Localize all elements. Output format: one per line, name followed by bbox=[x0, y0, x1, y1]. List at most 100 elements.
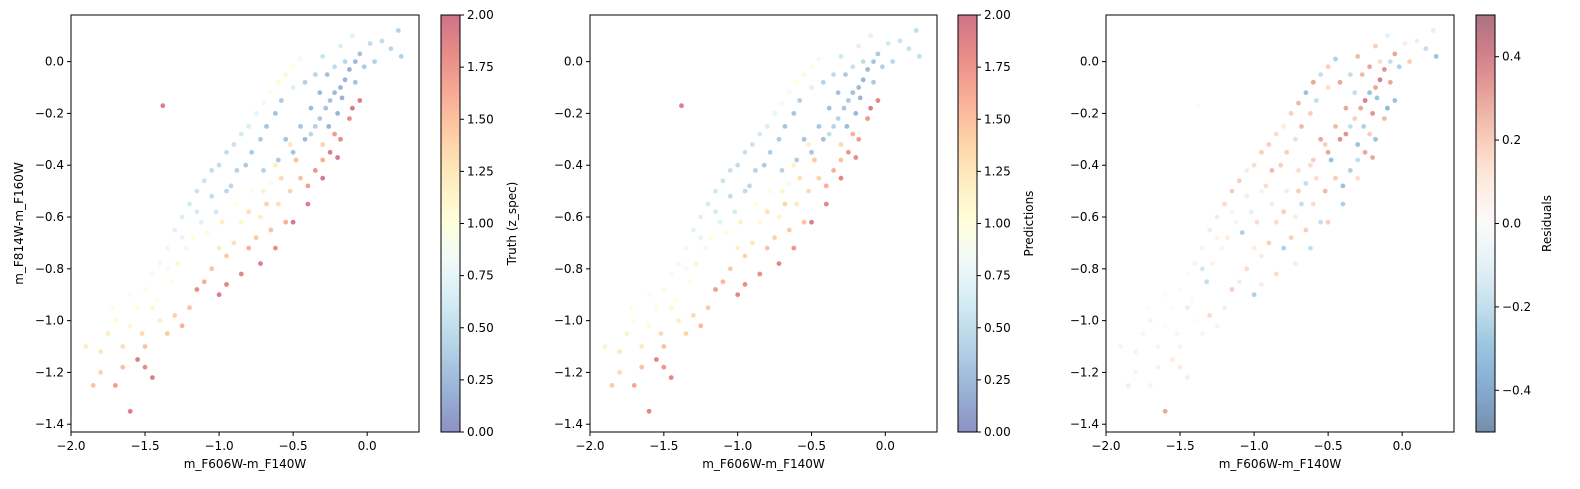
data-point bbox=[1207, 227, 1213, 233]
data-point bbox=[308, 131, 314, 137]
data-point bbox=[1396, 64, 1402, 70]
data-point bbox=[820, 79, 826, 85]
data-point bbox=[268, 90, 274, 96]
data-point bbox=[1318, 219, 1324, 225]
colorbar-tick-label: 1.00 bbox=[984, 217, 1011, 231]
data-point bbox=[1133, 370, 1138, 375]
data-point bbox=[317, 90, 323, 96]
data-point bbox=[1337, 79, 1343, 85]
data-point bbox=[312, 168, 318, 173]
data-point bbox=[757, 271, 763, 277]
y-tick-label: −0.6 bbox=[554, 210, 583, 224]
data-point bbox=[1303, 181, 1309, 186]
data-point bbox=[379, 38, 385, 44]
data-point bbox=[1177, 364, 1183, 370]
data-point bbox=[801, 72, 807, 77]
data-point bbox=[1296, 100, 1301, 106]
data-point bbox=[1347, 72, 1353, 77]
data-point bbox=[1325, 85, 1331, 90]
data-point bbox=[791, 162, 797, 168]
data-point bbox=[120, 344, 126, 349]
data-point bbox=[1214, 323, 1220, 329]
data-point bbox=[342, 59, 348, 64]
data-point bbox=[135, 357, 141, 362]
data-point bbox=[786, 181, 792, 186]
data-point bbox=[275, 157, 281, 163]
data-point bbox=[1148, 383, 1153, 388]
data-point bbox=[1185, 375, 1190, 380]
data-point bbox=[838, 54, 844, 59]
data-point bbox=[844, 124, 850, 129]
data-point bbox=[1273, 219, 1279, 225]
data-point bbox=[335, 155, 340, 160]
data-point bbox=[761, 162, 767, 168]
data-point bbox=[846, 149, 851, 155]
data-point bbox=[767, 188, 773, 194]
data-point bbox=[1185, 271, 1190, 277]
data-point bbox=[1192, 261, 1198, 266]
data-point bbox=[1222, 201, 1227, 207]
x-axis-label: m_F606W-m_F140W bbox=[184, 457, 307, 471]
data-point bbox=[1293, 214, 1298, 220]
colorbar-tick-label: 1.50 bbox=[467, 112, 494, 126]
data-point bbox=[1273, 131, 1279, 137]
data-point bbox=[1370, 155, 1375, 160]
data-point bbox=[243, 162, 249, 168]
data-point bbox=[826, 131, 832, 137]
data-point bbox=[797, 175, 803, 181]
data-point bbox=[1281, 124, 1287, 129]
data-point bbox=[320, 157, 326, 163]
data-point bbox=[264, 124, 269, 129]
data-point bbox=[713, 188, 718, 194]
data-point bbox=[209, 266, 215, 272]
data-point bbox=[142, 364, 148, 370]
data-point bbox=[231, 240, 237, 246]
data-point bbox=[1244, 266, 1250, 272]
data-point bbox=[395, 28, 401, 33]
data-point bbox=[801, 219, 807, 225]
data-point bbox=[179, 214, 185, 220]
x-tick-label: −1.5 bbox=[649, 439, 678, 453]
data-point bbox=[1325, 219, 1331, 225]
data-point bbox=[609, 383, 615, 388]
y-tick-label: −1.4 bbox=[554, 417, 583, 431]
data-point bbox=[1347, 124, 1353, 129]
data-point bbox=[261, 100, 266, 106]
data-point bbox=[323, 105, 329, 111]
data-point bbox=[1233, 219, 1239, 225]
data-point bbox=[258, 136, 263, 142]
data-point bbox=[113, 383, 118, 388]
data-point bbox=[1373, 136, 1378, 142]
data-point bbox=[194, 209, 200, 215]
data-point bbox=[602, 344, 608, 349]
data-point bbox=[1195, 103, 1201, 109]
data-point bbox=[298, 175, 303, 181]
y-tick-label: −1.0 bbox=[35, 314, 64, 328]
y-tick-label: −1.4 bbox=[1070, 417, 1099, 431]
data-point bbox=[850, 90, 856, 96]
data-point bbox=[871, 79, 876, 85]
data-point bbox=[742, 282, 748, 287]
y-tick-label: −0.6 bbox=[1070, 210, 1099, 224]
data-point bbox=[683, 245, 689, 251]
data-point bbox=[261, 168, 266, 173]
data-point bbox=[127, 323, 133, 329]
data-point bbox=[1310, 79, 1316, 85]
data-point bbox=[1358, 105, 1364, 111]
data-point bbox=[617, 370, 622, 375]
colorbar-tick-label: 0.50 bbox=[984, 321, 1011, 335]
points-2 bbox=[602, 28, 922, 414]
data-point bbox=[194, 188, 200, 194]
data-point bbox=[224, 253, 229, 259]
data-point bbox=[1387, 59, 1393, 64]
data-point bbox=[1177, 344, 1183, 349]
data-point bbox=[105, 331, 111, 336]
colorbar-tick-label: 1.25 bbox=[467, 164, 494, 178]
data-point bbox=[698, 214, 704, 220]
data-point bbox=[646, 408, 652, 414]
y-tick-label: 0.0 bbox=[45, 55, 64, 69]
data-point bbox=[238, 271, 244, 277]
data-point bbox=[753, 168, 758, 173]
data-point bbox=[1266, 240, 1272, 246]
data-point bbox=[1299, 124, 1304, 129]
